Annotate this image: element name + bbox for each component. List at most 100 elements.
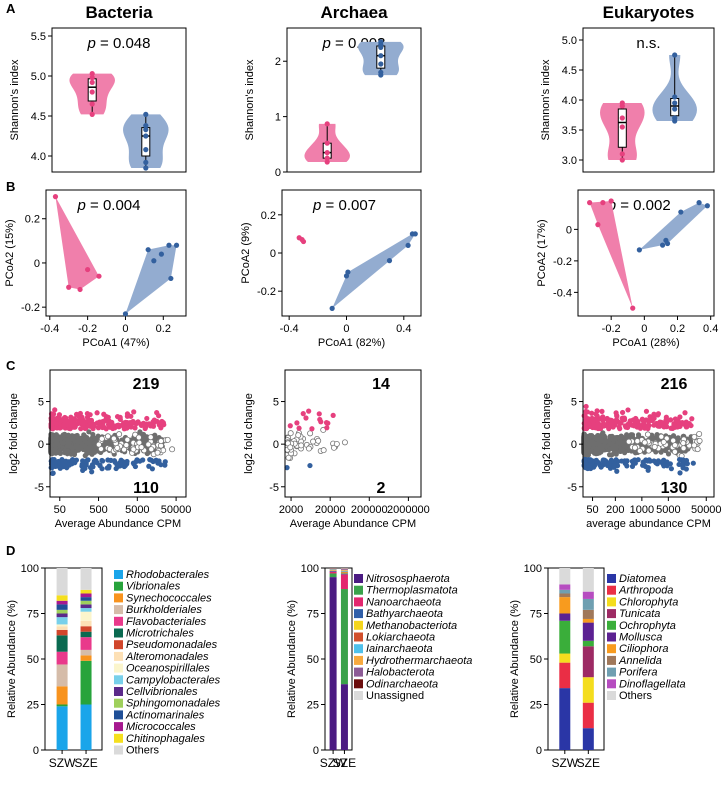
- p-value: n.s.: [636, 35, 660, 52]
- legend-swatch: [607, 609, 616, 619]
- bar-segment-Halobacterota: [340, 568, 348, 570]
- up-point: [87, 412, 93, 418]
- up-point: [159, 419, 166, 425]
- up-point: [594, 408, 600, 414]
- bar-segment-Actinomarinales: [80, 597, 92, 601]
- ns-open-point: [95, 441, 102, 448]
- ma-plot-1: [48, 407, 176, 477]
- bar-segment-Annelida: [559, 593, 571, 598]
- down-point: [80, 467, 86, 473]
- data-point-SZW: [630, 305, 636, 311]
- bar-segment-Synechococcales: [56, 686, 68, 705]
- up-point: [608, 422, 615, 429]
- legend-label: Others: [619, 690, 653, 702]
- p-value: p = 0.004: [77, 197, 141, 214]
- bar-segment-Chlorophyta: [559, 653, 571, 663]
- violin-ytick-label: 4.0: [31, 151, 46, 163]
- ns-open-point: [135, 434, 142, 441]
- down-point: [146, 463, 152, 469]
- ma-xtick-label: 5000: [125, 504, 149, 516]
- pcoa-xtick-label: 0.2: [156, 323, 171, 335]
- ns-point: [88, 445, 94, 451]
- data-point-SZE: [143, 111, 149, 117]
- ma-frame: [582, 369, 715, 498]
- up-point: [303, 415, 309, 421]
- up-point: [317, 416, 323, 423]
- down-point: [153, 457, 159, 463]
- data-point-SZE: [696, 200, 702, 206]
- ns-open-point: [295, 432, 302, 439]
- violin-frame: [286, 27, 422, 173]
- x-axis-label: average abundance CPM: [586, 518, 711, 530]
- up-point: [96, 419, 103, 425]
- pcoa-ytick-label: -0.2: [257, 286, 276, 298]
- pcoa-xtick-label: 0.4: [703, 323, 718, 335]
- data-point-SZW: [89, 75, 95, 81]
- up-point: [103, 426, 109, 432]
- up-point: [682, 410, 688, 416]
- down-point: [680, 465, 686, 471]
- data-point-SZE: [329, 305, 335, 311]
- up-point: [599, 408, 605, 414]
- data-point-SZE: [166, 242, 172, 248]
- ns-open-point: [154, 449, 161, 456]
- up-point: [661, 424, 667, 430]
- bar-segment-Campylobacterales: [80, 608, 92, 612]
- legend-label: Actinomarinales: [125, 709, 205, 721]
- data-point-SZE: [378, 72, 384, 78]
- legend-label: Arthropoda: [618, 585, 673, 597]
- ma-plot-3: [581, 403, 703, 476]
- up-point: [91, 422, 97, 428]
- ns-point: [87, 437, 93, 443]
- down-point: [140, 457, 146, 463]
- bar-ytick-label: 50: [307, 654, 319, 666]
- ma-xtick-label: 200: [606, 504, 624, 516]
- up-point: [668, 417, 674, 423]
- down-point: [598, 464, 604, 470]
- ns-open-point: [310, 438, 317, 445]
- ns-open-point: [691, 442, 698, 449]
- up-count: 14: [372, 376, 390, 393]
- ns-open-point: [114, 444, 121, 451]
- down-point: [89, 469, 95, 475]
- up-point: [65, 421, 71, 427]
- data-point-SZW: [89, 71, 95, 77]
- down-point: [99, 466, 105, 472]
- up-point: [97, 423, 103, 429]
- down-point: [613, 457, 619, 463]
- x-axis-label: Average Abundance CPM: [55, 518, 181, 530]
- up-point: [650, 416, 656, 422]
- up-point: [50, 426, 56, 432]
- data-point-SZW: [324, 150, 330, 156]
- bar-ytick-label: 25: [27, 700, 39, 712]
- bar-segment-Nanoarchaeota: [329, 571, 337, 574]
- down-point: [117, 459, 123, 466]
- ns-open-point: [691, 433, 698, 440]
- legend-label: Pseudomonadales: [126, 639, 218, 651]
- down-point: [91, 458, 97, 464]
- up-point: [688, 422, 694, 429]
- bar-segment-Ochrophyta: [582, 640, 594, 647]
- bar-segment-Dinoflagellata: [559, 584, 571, 590]
- bar-segment-Others: [80, 568, 92, 590]
- bar-frame: [324, 567, 353, 751]
- ns-point: [581, 442, 587, 448]
- panel-label-B: B: [6, 179, 15, 194]
- up-point: [583, 403, 589, 410]
- bar-segment-Methanobacteriota: [329, 570, 337, 571]
- down-point: [133, 458, 139, 464]
- ns-point: [49, 447, 55, 453]
- legend-label: Burkholderiales: [126, 604, 202, 616]
- up-count: 216: [661, 376, 688, 393]
- bar-segment-Arthropoda: [559, 662, 571, 689]
- down-point: [132, 463, 139, 470]
- up-point: [594, 413, 600, 419]
- legend-swatch: [114, 628, 123, 638]
- data-point-SZW: [619, 151, 625, 157]
- ma-xtick-label: 50: [586, 504, 598, 516]
- up-point: [583, 424, 589, 430]
- pcoa-frame: [577, 189, 715, 317]
- ns-open-point: [660, 439, 667, 446]
- up-point: [124, 411, 131, 417]
